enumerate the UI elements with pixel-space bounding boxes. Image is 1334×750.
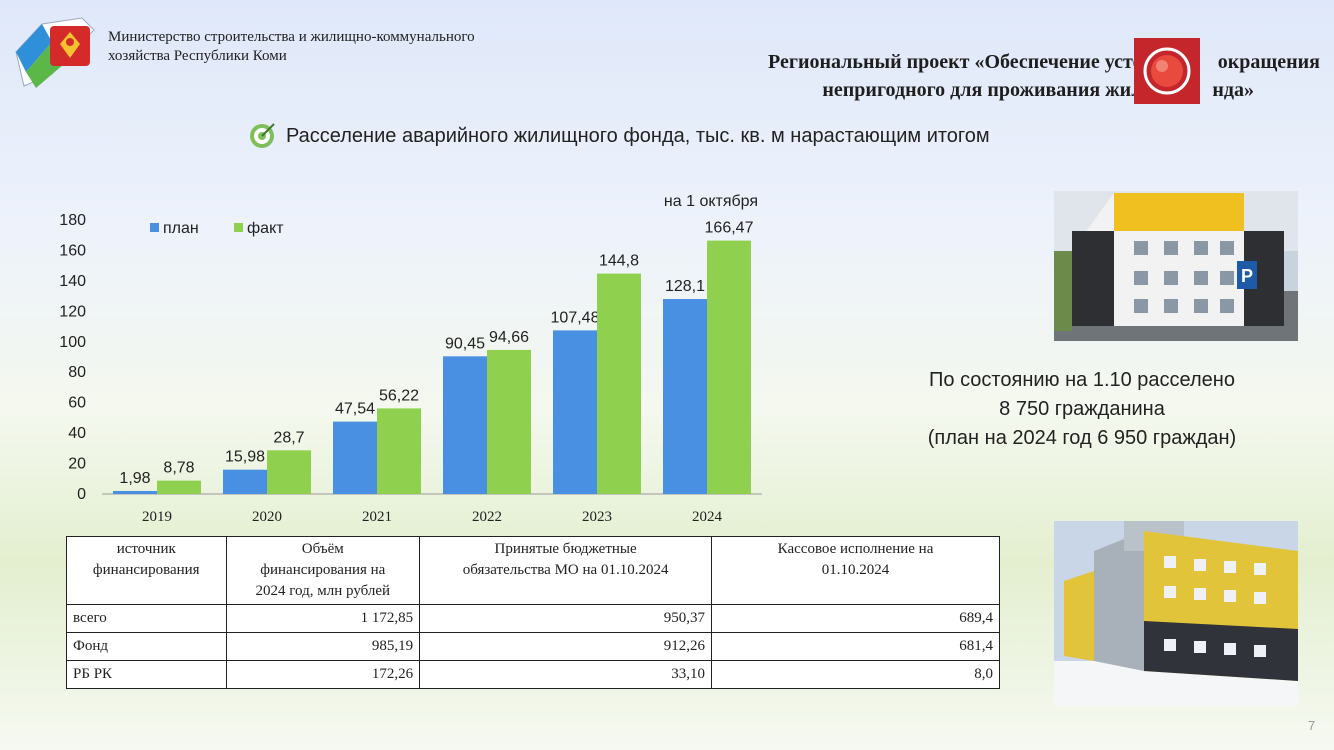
financing-table: источник финансирования Объём финансиров… bbox=[66, 536, 1000, 689]
data-label: 107,48 bbox=[551, 309, 600, 326]
data-label: 56,22 bbox=[379, 387, 419, 404]
legend-label: факт bbox=[247, 220, 284, 237]
status-line-2: 8 750 гражданина bbox=[999, 398, 1165, 420]
header-text: 2024 год, млн рублей bbox=[255, 583, 391, 599]
data-label: 94,66 bbox=[489, 329, 529, 346]
svg-text:P: P bbox=[1241, 266, 1253, 286]
y-tick-label: 100 bbox=[59, 334, 86, 351]
x-tick-label: 2020 bbox=[252, 509, 282, 525]
target-icon bbox=[250, 123, 275, 148]
bar-fact bbox=[267, 450, 311, 494]
video-record-button[interactable] bbox=[1134, 38, 1200, 104]
data-label: 47,54 bbox=[335, 401, 375, 418]
header-volume: Объём финансирования на 2024 год, млн ру… bbox=[225, 536, 421, 605]
legend-swatch bbox=[234, 223, 243, 232]
ministry-name: Министерство строительства и жилищно-ком… bbox=[108, 28, 475, 66]
legend-label: план bbox=[163, 220, 199, 237]
header-text: Принятые бюджетные bbox=[494, 541, 637, 557]
bar-plan bbox=[443, 356, 487, 494]
status-line-1: По состоянию на 1.10 расселено bbox=[929, 369, 1235, 391]
bar-fact bbox=[707, 240, 751, 494]
data-label: 144,8 bbox=[599, 253, 639, 270]
bar-plan bbox=[663, 299, 707, 494]
table-cell: 689,4 bbox=[711, 604, 1000, 633]
republic-logo-icon bbox=[15, 17, 95, 88]
ministry-line-2: хозяйства Республики Коми bbox=[108, 48, 287, 64]
chart-annotation: на 1 октября bbox=[664, 193, 758, 210]
header-text: обязательства МО на 01.10.2024 bbox=[462, 562, 669, 578]
x-tick-label: 2021 bbox=[362, 509, 392, 525]
bar-chart: 0 20 40 60 80 100 120 140 160 180 1,98 8,78 2019 15,9… bbox=[59, 193, 762, 525]
record-icon bbox=[1143, 47, 1191, 95]
table-cell: РБ РК bbox=[66, 660, 227, 689]
data-label: 8,78 bbox=[163, 460, 194, 477]
y-tick-label: 180 bbox=[59, 212, 86, 229]
page-number: 7 bbox=[1308, 718, 1316, 733]
y-tick-label: 40 bbox=[68, 425, 86, 442]
x-tick-label: 2023 bbox=[582, 509, 612, 525]
header-text: Объём bbox=[301, 541, 344, 557]
data-label: 15,98 bbox=[225, 449, 265, 466]
bar-plan bbox=[333, 421, 377, 494]
data-label: 1,98 bbox=[119, 470, 150, 487]
bar-fact bbox=[597, 273, 641, 494]
data-label: 90,45 bbox=[445, 335, 485, 352]
y-tick-label: 160 bbox=[59, 242, 86, 259]
header-obligations: Принятые бюджетные обязательства МО на 0… bbox=[419, 536, 713, 605]
table-cell: всего bbox=[66, 604, 227, 633]
x-tick-label: 2019 bbox=[142, 509, 172, 525]
table-header-row: источник финансирования Объём финансиров… bbox=[66, 536, 1000, 605]
building-photo-2 bbox=[1054, 521, 1298, 707]
y-tick-label: 120 bbox=[59, 303, 86, 320]
table-cell: 8,0 bbox=[711, 660, 1000, 689]
data-label: 166,47 bbox=[705, 220, 754, 237]
header-execution: Кассовое исполнение на 01.10.2024 bbox=[711, 536, 1000, 605]
bar-plan bbox=[553, 330, 597, 494]
resettlement-status: По состоянию на 1.10 расселено 8 750 гра… bbox=[890, 366, 1274, 453]
chart-title-text: Расселение аварийного жилищного фонда, т… bbox=[286, 124, 990, 147]
legend-swatch bbox=[150, 223, 159, 232]
table-cell: 985,19 bbox=[225, 632, 421, 661]
table-cell: 950,37 bbox=[419, 604, 713, 633]
project-title: Региональный проект «Обеспечение устойчи… bbox=[560, 48, 1320, 104]
chart-title: Расселение аварийного жилищного фонда, т… bbox=[248, 122, 990, 150]
x-tick-label: 2022 bbox=[472, 509, 502, 525]
header-text: источник bbox=[116, 541, 176, 557]
table-cell: 172,26 bbox=[225, 660, 421, 689]
y-tick-label: 80 bbox=[68, 364, 86, 381]
project-title-line-2: непригодного для проживания жилищн нда» bbox=[822, 79, 1254, 101]
header-text: финансирования на bbox=[260, 562, 386, 578]
table-cell: 1 172,85 bbox=[225, 604, 421, 633]
x-tick-label: 2024 bbox=[692, 509, 723, 525]
bar-plan bbox=[113, 490, 157, 494]
header-source: источник финансирования bbox=[66, 536, 227, 605]
y-tick-label: 60 bbox=[68, 395, 86, 412]
table-cell: Фонд bbox=[66, 632, 227, 661]
y-tick-label: 20 bbox=[68, 456, 86, 473]
header-text: 01.10.2024 bbox=[821, 562, 890, 578]
table-cell: 33,10 bbox=[419, 660, 713, 689]
y-tick-label: 0 bbox=[77, 486, 86, 503]
header-text: финансирования bbox=[92, 562, 200, 578]
table-row: всего 1 172,85 950,37 689,4 bbox=[66, 604, 1000, 633]
status-line-3: (план на 2024 год 6 950 граждан) bbox=[927, 427, 1237, 449]
header-text: Кассовое исполнение на bbox=[777, 541, 934, 557]
bar-fact bbox=[487, 349, 531, 494]
table-row: РБ РК 172,26 33,10 8,0 bbox=[66, 660, 1000, 689]
bar-fact bbox=[157, 480, 201, 494]
bar-fact bbox=[377, 408, 421, 494]
data-label: 128,1 bbox=[665, 278, 705, 295]
bar-plan bbox=[223, 469, 267, 494]
project-title-line-1: Региональный проект «Обеспечение устойчи… bbox=[768, 51, 1320, 73]
table-cell: 681,4 bbox=[711, 632, 1000, 661]
ministry-line-1: Министерство строительства и жилищно-ком… bbox=[108, 29, 475, 45]
data-label: 28,7 bbox=[273, 429, 304, 446]
y-tick-label: 140 bbox=[59, 273, 86, 290]
table-cell: 912,26 bbox=[419, 632, 713, 661]
building-photo-1: P bbox=[1054, 191, 1298, 341]
table-row: Фонд 985,19 912,26 681,4 bbox=[66, 632, 1000, 661]
